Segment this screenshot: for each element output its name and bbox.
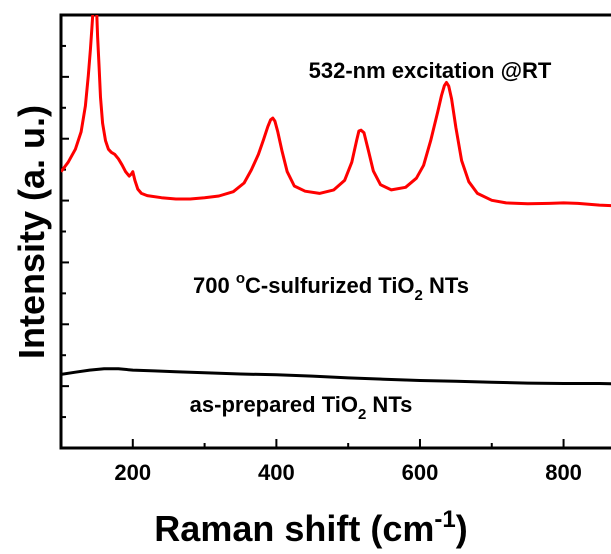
- y-axis-title: Intensity (a. u.): [11, 105, 52, 359]
- x-tick-label: 600: [402, 460, 439, 485]
- series-layer: [61, 15, 611, 386]
- sulfurized-annotation: 700 oC-sulfurized TiO2 NTs: [193, 270, 469, 304]
- x-tick-label: 800: [545, 460, 582, 485]
- x-axis-title: Raman shift (cm-1): [154, 506, 467, 549]
- x-tick-label: 200: [114, 460, 151, 485]
- series-line-1: [61, 15, 611, 208]
- x-tick-labels: 200 400 600 800: [114, 460, 581, 485]
- series-line-2: [61, 367, 611, 386]
- axis-ticks: [60, 44, 565, 448]
- prepared-annotation: as-prepared TiO2 NTs: [190, 392, 413, 423]
- excitation-annotation: 532-nm excitation @RT: [309, 58, 552, 83]
- x-tick-label: 400: [258, 460, 295, 485]
